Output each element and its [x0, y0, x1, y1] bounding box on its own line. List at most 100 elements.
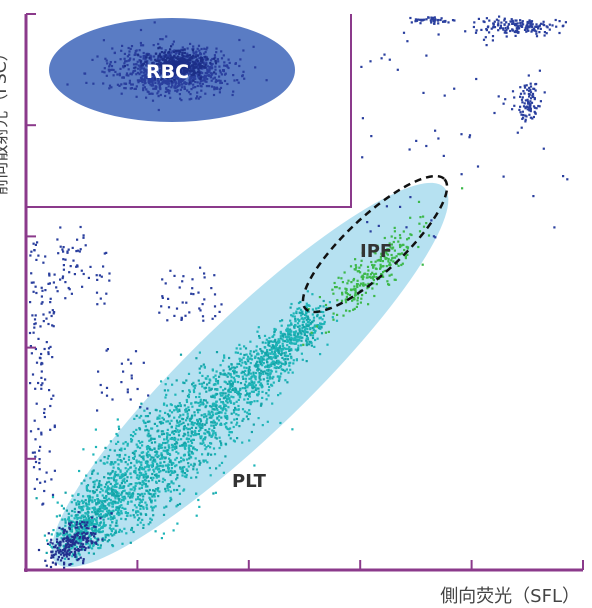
plt-point — [243, 383, 247, 386]
rbc-point — [141, 63, 144, 66]
plt-point — [158, 490, 161, 493]
plt-point — [227, 434, 231, 437]
plt-point — [170, 436, 173, 440]
plt-point — [297, 301, 301, 305]
plt-low-point — [63, 561, 66, 564]
background-point — [78, 250, 81, 253]
plt-point — [284, 362, 288, 365]
plt-point — [202, 381, 205, 384]
plt-low-point — [59, 549, 62, 552]
plt-point — [277, 348, 280, 351]
plt-point — [228, 387, 231, 390]
background-point — [33, 326, 36, 329]
plt-point — [169, 453, 172, 456]
plt-point — [319, 305, 322, 308]
background-point — [537, 27, 540, 30]
plt-point — [86, 507, 89, 511]
ipf-point — [361, 294, 364, 297]
plt-point — [198, 371, 201, 374]
plt-point — [233, 371, 236, 374]
plt-low-point — [69, 543, 72, 546]
plt-point — [175, 430, 178, 433]
plt-point — [104, 536, 107, 539]
ipf-point — [376, 244, 379, 247]
background-point — [45, 471, 48, 474]
plt-point — [173, 416, 176, 419]
plt-point — [73, 507, 76, 510]
rbc-point — [176, 72, 179, 75]
background-point — [522, 105, 526, 108]
plt-point — [160, 453, 163, 456]
plt-low-point — [74, 547, 77, 550]
plt-low-point — [76, 526, 79, 529]
plt-point — [244, 385, 247, 388]
plt-point — [152, 459, 155, 462]
plt-point — [165, 438, 168, 441]
plt-point — [115, 474, 118, 477]
background-point — [29, 345, 32, 348]
rbc-point — [137, 81, 140, 84]
plt-low-point — [70, 550, 73, 554]
plt-point — [69, 520, 72, 523]
background-point — [519, 19, 522, 22]
plt-point — [167, 389, 170, 392]
plt-low-point — [65, 539, 68, 542]
plt-point — [298, 330, 301, 333]
plt-point — [83, 515, 87, 518]
rbc-point — [205, 80, 208, 83]
rbc-point — [171, 81, 174, 84]
rbc-point — [173, 80, 176, 83]
plt-point — [178, 429, 181, 432]
plt-point — [279, 337, 282, 340]
plt-point — [92, 543, 95, 546]
plt-point — [179, 404, 182, 407]
rbc-point — [174, 61, 177, 65]
background-point — [433, 18, 436, 21]
plt-point — [86, 503, 89, 506]
rbc-point — [206, 46, 209, 49]
rbc-point — [167, 56, 170, 59]
rbc-point — [158, 70, 162, 73]
plt-point — [247, 401, 250, 404]
plt-point — [246, 397, 249, 401]
rbc-point — [108, 87, 111, 90]
plt-point — [173, 436, 176, 439]
plt-point — [206, 401, 209, 404]
plt-point — [164, 441, 167, 445]
background-point — [538, 105, 541, 108]
background-point — [506, 25, 509, 28]
background-point — [396, 68, 399, 71]
rbc-point — [178, 93, 181, 96]
plt-point — [163, 460, 166, 464]
plt-low-point — [77, 531, 80, 534]
rbc-point — [158, 63, 161, 66]
background-point — [47, 347, 51, 350]
background-point — [106, 348, 109, 351]
plt-point — [159, 410, 162, 413]
plt-point — [308, 319, 311, 322]
rbc-point — [200, 47, 203, 51]
background-point — [539, 100, 542, 103]
rbc-point — [204, 55, 207, 58]
plt-point — [144, 415, 147, 418]
plt-point — [124, 507, 127, 510]
background-point — [511, 19, 514, 22]
plt-low-point — [59, 559, 63, 562]
plt-point — [293, 331, 296, 334]
plt-point — [115, 519, 118, 522]
rbc-point — [217, 60, 220, 63]
plt-point — [140, 472, 143, 475]
ipf-point — [391, 256, 394, 259]
plt-low-point — [90, 532, 93, 535]
ipf-point — [359, 301, 362, 304]
plt-point — [302, 318, 305, 321]
rbc-point — [178, 84, 181, 87]
rbc-point — [157, 82, 160, 85]
plt-point — [173, 445, 176, 449]
plt-low-point — [91, 540, 94, 543]
plt-point — [188, 444, 191, 447]
background-point — [105, 251, 108, 254]
plt-point — [183, 472, 187, 475]
plt-low-point — [81, 532, 84, 535]
rbc-point — [204, 76, 207, 79]
